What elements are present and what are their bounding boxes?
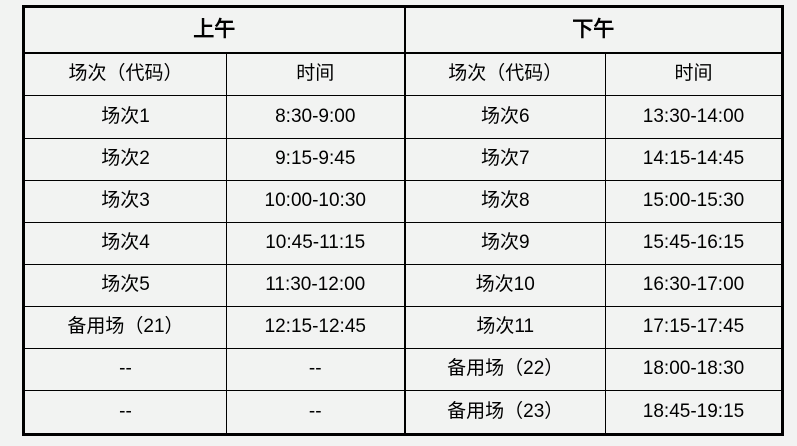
- table-row: 备用场（21） 12:15-12:45 场次11 17:15-17:45: [23, 305, 783, 350]
- table-row: 场次4 10:45-11:15 场次9 15:45-16:15: [23, 221, 783, 265]
- time-cell: 15:45-16:15: [605, 221, 783, 265]
- session-cell: 备用场（22）: [404, 348, 606, 392]
- session-cell: 场次5: [23, 263, 227, 307]
- table-row: -- -- 备用场（23） 18:45-19:15: [23, 390, 783, 435]
- table-row: 场次1 8:30-9:00 场次6 13:30-14:00: [23, 95, 783, 139]
- time-cell: 18:00-18:30: [605, 348, 783, 392]
- session-cell: 场次6: [404, 95, 606, 139]
- time-cell: 9:15-9:45: [226, 137, 406, 181]
- afternoon-group-header: 下午: [404, 6, 783, 54]
- session-cell: 场次2: [23, 137, 227, 181]
- session-cell: 备用场（23）: [404, 390, 606, 435]
- group-header-row: 上午 下午: [23, 6, 783, 54]
- session-cell: 场次4: [23, 221, 227, 265]
- time-cell: 10:00-10:30: [226, 179, 406, 223]
- session-cell: 备用场（21）: [23, 305, 227, 350]
- session-cell: 场次9: [404, 221, 606, 265]
- schedule-table-container: 上午 下午 场次（代码） 时间 场次（代码） 时间 场次1 8:30-9:00 …: [22, 5, 784, 436]
- time-cell: 11:30-12:00: [226, 263, 406, 307]
- time-cell: --: [226, 348, 406, 392]
- morning-group-header: 上午: [23, 6, 406, 54]
- time-cell: 12:15-12:45: [226, 305, 406, 350]
- session-cell: 场次7: [404, 137, 606, 181]
- exam-session-schedule-table: 上午 下午 场次（代码） 时间 场次（代码） 时间 场次1 8:30-9:00 …: [22, 5, 784, 436]
- session-cell: 场次3: [23, 179, 227, 223]
- time-cell: --: [226, 390, 406, 435]
- column-header-session-afternoon: 场次（代码）: [404, 52, 606, 97]
- column-header-time-afternoon: 时间: [605, 52, 783, 97]
- session-cell: --: [23, 348, 227, 392]
- table-row: -- -- 备用场（22） 18:00-18:30: [23, 348, 783, 392]
- session-cell: --: [23, 390, 227, 435]
- time-cell: 10:45-11:15: [226, 221, 406, 265]
- table-row: 场次2 9:15-9:45 场次7 14:15-14:45: [23, 137, 783, 181]
- time-cell: 18:45-19:15: [605, 390, 783, 435]
- session-cell: 场次8: [404, 179, 606, 223]
- table-row: 场次3 10:00-10:30 场次8 15:00-15:30: [23, 179, 783, 223]
- time-cell: 17:15-17:45: [605, 305, 783, 350]
- column-header-time-morning: 时间: [226, 52, 406, 97]
- column-header-session-morning: 场次（代码）: [23, 52, 227, 97]
- time-cell: 16:30-17:00: [605, 263, 783, 307]
- session-cell: 场次11: [404, 305, 606, 350]
- table-row: 场次5 11:30-12:00 场次10 16:30-17:00: [23, 263, 783, 307]
- time-cell: 8:30-9:00: [226, 95, 406, 139]
- time-cell: 13:30-14:00: [605, 95, 783, 139]
- session-cell: 场次1: [23, 95, 227, 139]
- session-cell: 场次10: [404, 263, 606, 307]
- time-cell: 14:15-14:45: [605, 137, 783, 181]
- time-cell: 15:00-15:30: [605, 179, 783, 223]
- column-header-row: 场次（代码） 时间 场次（代码） 时间: [23, 52, 783, 97]
